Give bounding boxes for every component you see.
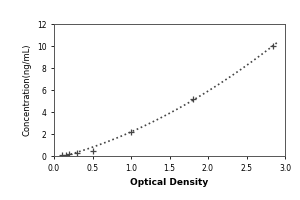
Y-axis label: Concentration(ng/mL): Concentration(ng/mL) bbox=[22, 44, 31, 136]
X-axis label: Optical Density: Optical Density bbox=[130, 178, 208, 187]
